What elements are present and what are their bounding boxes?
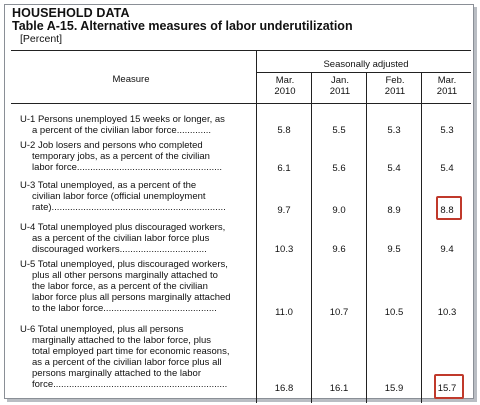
u4-feb-2011: 9.5 [387, 244, 401, 255]
column-header-mar-2010: Mar. 2010 [274, 75, 296, 97]
u4-jan-2011: 9.6 [332, 244, 346, 255]
unit-label: [Percent] [20, 33, 63, 45]
u3-mar-2011-highlight [436, 196, 462, 220]
row-u4-label: U-4 Total unemployed plus discouraged wo… [20, 222, 226, 255]
column-divider-2 [366, 72, 367, 403]
category-heading: HOUSEHOLD DATA [12, 6, 130, 20]
u3-feb-2011: 8.9 [387, 205, 401, 216]
u3-jan-2011: 9.0 [332, 205, 346, 216]
table-title: Table A-15. Alternative measures of labo… [12, 19, 353, 33]
row-u5-label: U-5 Total unemployed, plus discouraged w… [20, 259, 231, 314]
u6-jan-2011: 16.1 [329, 383, 349, 394]
u2-mar-2010: 6.1 [277, 163, 291, 174]
group-header-rule [256, 72, 471, 73]
u1-jan-2011: 5.5 [332, 125, 346, 136]
row-u1-label: U-1 Persons unemployed 15 weeks or longe… [20, 114, 225, 136]
table-top-rule [11, 50, 471, 51]
u2-feb-2011: 5.4 [387, 163, 401, 174]
row-u6-label: U-6 Total unemployed, plus all persons m… [20, 324, 230, 390]
column-divider-3 [421, 72, 422, 403]
u1-feb-2011: 5.3 [387, 125, 401, 136]
u6-feb-2011: 15.9 [384, 383, 404, 394]
row-u2-label: U-2 Job losers and persons who completed… [20, 140, 223, 173]
column-header-mar-2011: Mar. 2011 [436, 75, 458, 97]
u5-feb-2011: 10.5 [384, 307, 404, 318]
column-divider-1 [311, 72, 312, 403]
u5-jan-2011: 10.7 [329, 307, 349, 318]
u3-mar-2011: 8.8 [440, 205, 454, 216]
u5-mar-2011: 10.3 [437, 307, 457, 318]
u4-mar-2010: 10.3 [274, 244, 294, 255]
u6-mar-2010: 16.8 [274, 383, 294, 394]
u6-mar-2011: 15.7 [437, 383, 457, 394]
measure-column-header: Measure [112, 74, 150, 85]
u2-jan-2011: 5.6 [332, 163, 346, 174]
measure-column-divider [256, 50, 257, 403]
u3-mar-2010: 9.7 [277, 205, 291, 216]
seasonally-adjusted-header: Seasonally adjusted [323, 59, 409, 70]
u1-mar-2011: 5.3 [440, 125, 454, 136]
u2-mar-2011: 5.4 [440, 163, 454, 174]
column-header-jan-2011: Jan. 2011 [329, 75, 351, 97]
data-table: Seasonally adjusted Measure Mar. 2010 Jan… [11, 50, 471, 405]
u4-mar-2011: 9.4 [440, 244, 454, 255]
header-bottom-rule [11, 103, 471, 104]
u5-mar-2010: 11.0 [275, 307, 293, 318]
column-header-feb-2011: Feb. 2011 [384, 75, 406, 97]
row-u3-label: U-3 Total unemployed, as a percent of th… [20, 180, 226, 213]
u6-mar-2011-highlight [434, 374, 464, 399]
table-frame: HOUSEHOLD DATA Table A-15. Alternative m… [4, 4, 474, 403]
u1-mar-2010: 5.8 [277, 125, 291, 136]
